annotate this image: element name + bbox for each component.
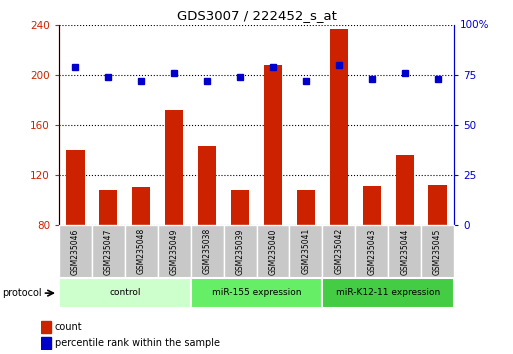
Text: GSM235048: GSM235048	[137, 228, 146, 274]
Text: GSM235046: GSM235046	[71, 228, 80, 275]
Bar	[231, 190, 249, 225]
Bar	[428, 185, 447, 225]
Bar	[66, 150, 85, 225]
FancyBboxPatch shape	[191, 225, 224, 278]
Bar	[41, 337, 51, 349]
Text: count: count	[55, 322, 83, 332]
FancyBboxPatch shape	[388, 225, 421, 278]
Text: GSM235044: GSM235044	[400, 228, 409, 275]
Text: GSM235047: GSM235047	[104, 228, 113, 275]
Bar	[165, 110, 183, 225]
Text: GSM235042: GSM235042	[334, 228, 343, 274]
Text: miR-155 expression: miR-155 expression	[212, 289, 301, 297]
Bar	[264, 65, 282, 225]
Text: GSM235039: GSM235039	[235, 228, 245, 275]
Text: GSM235040: GSM235040	[268, 228, 278, 275]
FancyBboxPatch shape	[224, 225, 256, 278]
FancyBboxPatch shape	[158, 225, 191, 278]
Bar	[132, 187, 150, 225]
FancyBboxPatch shape	[355, 225, 388, 278]
Text: GSM235043: GSM235043	[367, 228, 376, 275]
Bar	[297, 190, 315, 225]
FancyBboxPatch shape	[421, 225, 454, 278]
Bar	[396, 155, 413, 225]
Text: miR-K12-11 expression: miR-K12-11 expression	[336, 289, 440, 297]
Text: GSM235041: GSM235041	[301, 228, 310, 274]
FancyBboxPatch shape	[92, 225, 125, 278]
FancyBboxPatch shape	[59, 278, 191, 308]
Text: protocol: protocol	[3, 288, 42, 298]
Text: GSM235038: GSM235038	[203, 228, 212, 274]
Text: percentile rank within the sample: percentile rank within the sample	[55, 338, 220, 348]
FancyBboxPatch shape	[322, 278, 454, 308]
Text: GSM235045: GSM235045	[433, 228, 442, 275]
Bar	[363, 186, 381, 225]
FancyBboxPatch shape	[289, 225, 322, 278]
Bar	[41, 321, 51, 333]
FancyBboxPatch shape	[125, 225, 158, 278]
Text: GDS3007 / 222452_s_at: GDS3007 / 222452_s_at	[176, 9, 337, 22]
Bar	[330, 29, 348, 225]
FancyBboxPatch shape	[59, 225, 92, 278]
FancyBboxPatch shape	[191, 278, 322, 308]
Bar	[100, 190, 117, 225]
FancyBboxPatch shape	[256, 225, 289, 278]
Bar	[198, 146, 216, 225]
Text: GSM235049: GSM235049	[170, 228, 179, 275]
FancyBboxPatch shape	[322, 225, 355, 278]
Text: 100%: 100%	[460, 20, 489, 30]
Text: control: control	[109, 289, 141, 297]
